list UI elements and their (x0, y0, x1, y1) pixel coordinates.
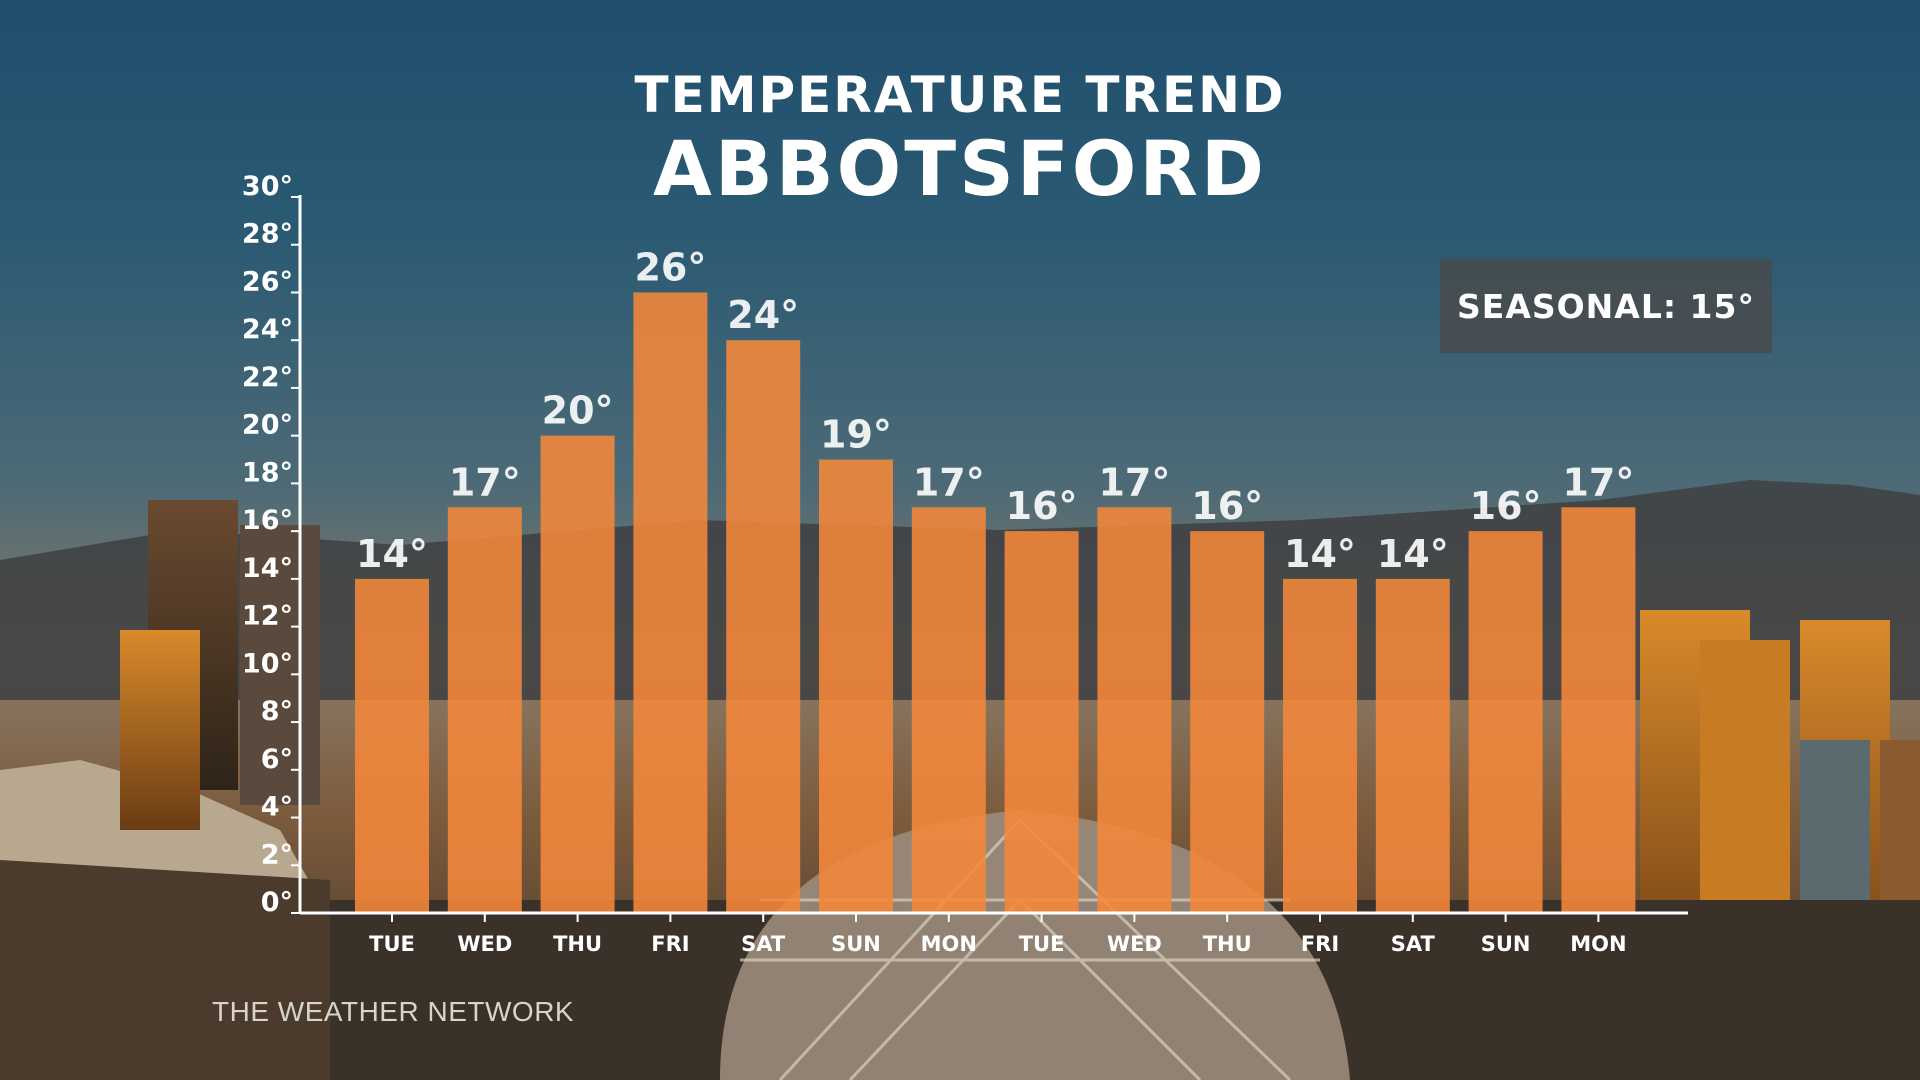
bar-value-label-12: 16° (1470, 484, 1542, 528)
bar-2 (540, 435, 615, 913)
bar-10 (1283, 578, 1357, 913)
bar-value-label-9: 16° (1191, 484, 1263, 528)
chart-subtitle-city: ABBOTSFORD (653, 124, 1267, 213)
bar-9 (1190, 531, 1265, 913)
x-tick-label-10: FRI (1301, 932, 1339, 956)
x-tick-label-6: MON (921, 932, 977, 956)
bar-8 (1097, 507, 1172, 913)
x-tick-label-7: TUE (1019, 932, 1065, 956)
bar-value-label-2: 20° (542, 389, 614, 433)
y-tick-label-15: 30° (242, 171, 293, 202)
y-tick-label-14: 28° (242, 219, 293, 250)
bar-1 (447, 507, 522, 913)
brand-watermark: THE WEATHER NETWORK (212, 996, 575, 1027)
bar-value-label-8: 17° (1098, 460, 1170, 504)
x-axis: TUE WED THU FRI SAT SUN MON TUE WED THU FRI SAT SUN M… (300, 911, 1688, 956)
bar-7 (1004, 531, 1079, 913)
bar-4 (726, 340, 801, 913)
bar-5 (819, 459, 893, 913)
x-tick-label-11: SAT (1391, 932, 1436, 956)
bar-0 (355, 578, 429, 913)
y-tick-label-10: 20° (242, 410, 293, 441)
y-tick-label-13: 26° (242, 266, 293, 297)
y-tick-label-0: 0° (261, 887, 293, 918)
bar-3 (633, 292, 708, 913)
y-axis: 0° 2° 4° 6° 8° 10° 12° 14° 16° 18° 20° 22° 24° 26° 28°… (242, 171, 302, 918)
bar-value-label-11: 14° (1377, 532, 1449, 576)
y-tick-label-8: 16° (242, 505, 293, 536)
value-labels-group: 14° 17° 20° 26° 24° 19° 17° 16° 17° 16° 14° 14° 16° 1… (356, 245, 1634, 575)
x-tick-label-1: WED (457, 932, 512, 956)
y-tick-label-1: 2° (261, 839, 293, 870)
bar-6 (911, 507, 986, 913)
x-tick-label-2: THU (553, 932, 602, 956)
y-tick-label-9: 18° (242, 457, 293, 488)
chart-title: TEMPERATURE TREND (634, 66, 1286, 124)
bar-value-label-3: 26° (634, 245, 706, 289)
seasonal-label: SEASONAL: 15° (1457, 286, 1755, 326)
x-tick-label-12: SUN (1481, 932, 1531, 956)
y-tick-label-4: 8° (261, 696, 293, 727)
y-tick-label-11: 22° (242, 362, 293, 393)
y-tick-label-5: 10° (242, 648, 293, 679)
bar-value-label-7: 16° (1006, 484, 1078, 528)
seasonal-badge: SEASONAL: 15° (1440, 259, 1772, 353)
y-tick-label-3: 6° (261, 744, 293, 775)
x-tick-label-0: TUE (369, 932, 415, 956)
bar-value-label-10: 14° (1284, 532, 1356, 576)
bars-group (355, 292, 1636, 913)
bar-value-label-1: 17° (449, 460, 521, 504)
bar-11 (1375, 578, 1450, 913)
bar-value-label-13: 17° (1562, 460, 1634, 504)
bar-value-label-4: 24° (727, 293, 799, 337)
x-tick-label-5: SUN (831, 932, 881, 956)
bar-value-label-0: 14° (356, 532, 428, 576)
bar-12 (1468, 531, 1543, 913)
y-tick-label-12: 24° (242, 314, 293, 345)
y-tick-label-6: 12° (242, 601, 293, 632)
x-tick-label-3: FRI (651, 932, 689, 956)
bar-value-label-6: 17° (913, 460, 985, 504)
y-tick-label-2: 4° (261, 792, 293, 823)
y-tick-label-7: 14° (242, 553, 293, 584)
x-tick-label-13: MON (1570, 932, 1626, 956)
bar-value-label-5: 19° (820, 413, 892, 457)
x-tick-label-8: WED (1107, 932, 1162, 956)
bar-13 (1561, 507, 1636, 913)
x-tick-label-4: SAT (741, 932, 786, 956)
x-tick-label-9: THU (1203, 932, 1252, 956)
